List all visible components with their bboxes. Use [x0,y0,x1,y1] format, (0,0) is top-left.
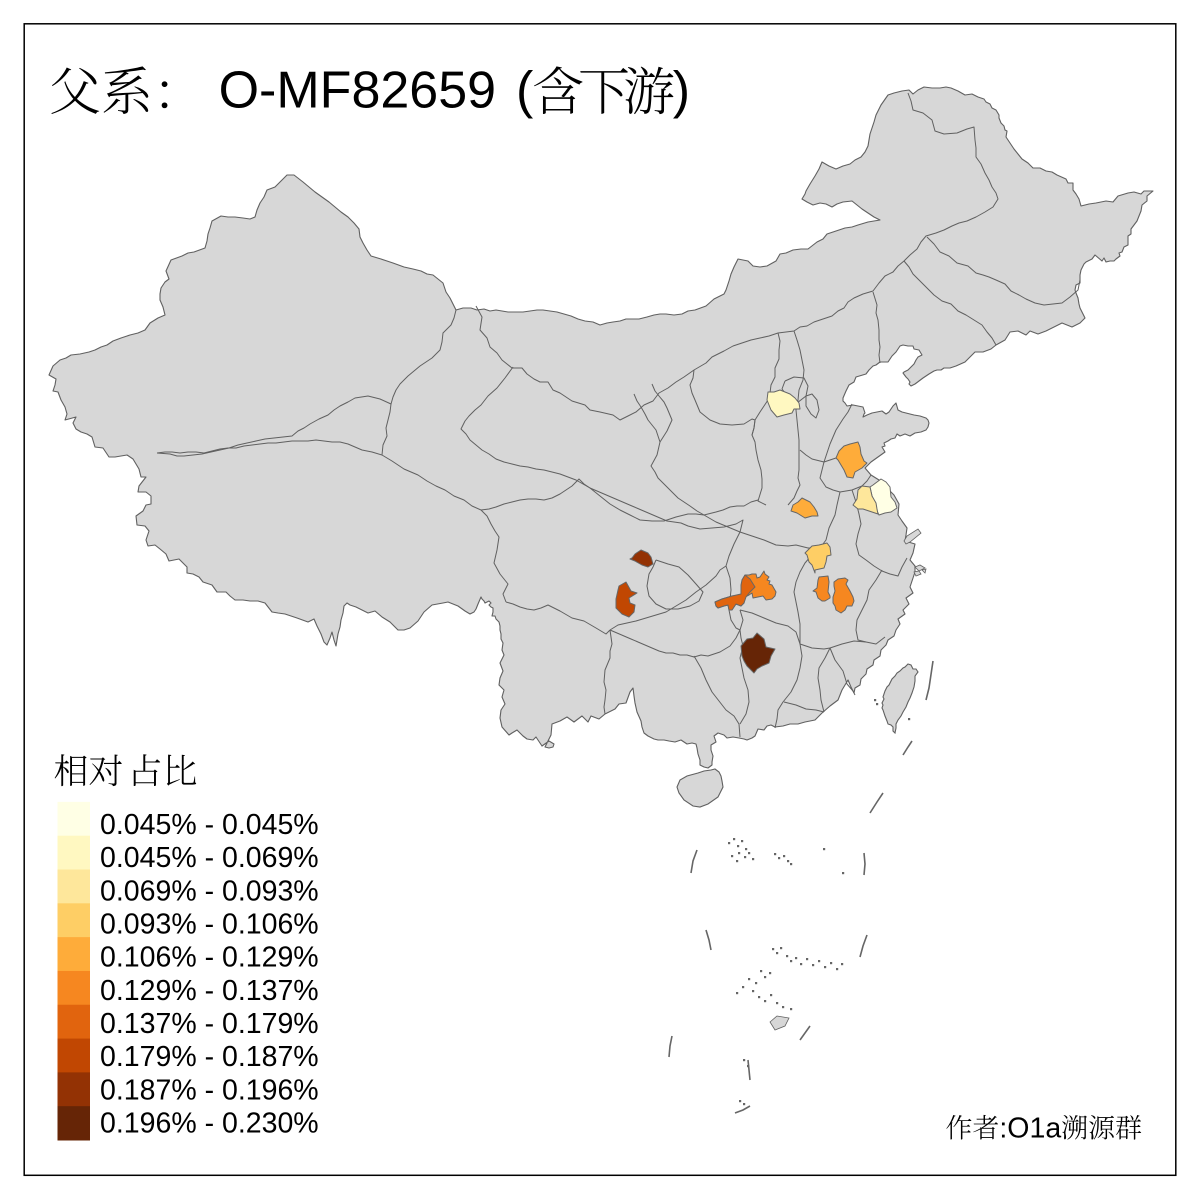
svg-text:O-MF82659: O-MF82659 [219,62,496,120]
svg-text:0.179% - 0.187%: 0.179% - 0.187% [100,1041,319,1073]
svg-text:0.187% - 0.196%: 0.187% - 0.196% [100,1074,319,1106]
svg-text:0.045% - 0.069%: 0.045% - 0.069% [100,842,319,874]
svg-text:0.093% - 0.106%: 0.093% - 0.106% [100,909,319,941]
svg-text:0.106% - 0.129%: 0.106% - 0.129% [100,942,319,974]
svg-text:0.045% - 0.045%: 0.045% - 0.045% [100,809,319,841]
svg-text:0.069% - 0.093%: 0.069% - 0.093% [100,875,319,907]
svg-text:0.129% - 0.137%: 0.129% - 0.137% [100,975,319,1007]
svg-text::O1a: :O1a [999,1112,1061,1144]
svg-text:): ) [673,62,690,120]
svg-text:0.137% - 0.179%: 0.137% - 0.179% [100,1008,319,1040]
svg-text:0.196% - 0.230%: 0.196% - 0.230% [100,1108,319,1140]
svg-text:(: ( [516,62,534,120]
